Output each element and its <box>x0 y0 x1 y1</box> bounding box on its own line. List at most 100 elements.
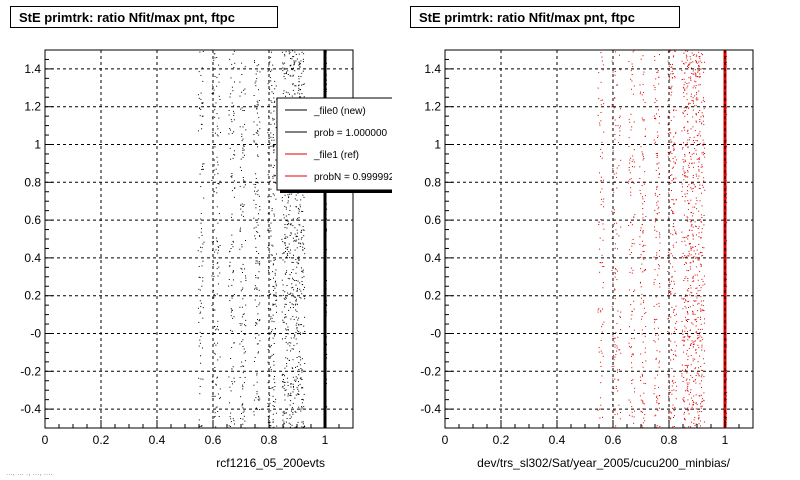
data-point <box>698 337 700 339</box>
data-point <box>287 358 289 360</box>
data-point <box>613 354 615 356</box>
data-point <box>628 167 630 168</box>
data-point <box>691 188 693 190</box>
data-point <box>620 108 621 110</box>
data-point <box>698 374 700 376</box>
data-point <box>694 416 696 418</box>
data-point <box>284 194 286 196</box>
data-point <box>630 304 632 306</box>
data-point <box>281 427 283 429</box>
data-point <box>696 54 698 56</box>
data-point <box>631 411 633 413</box>
data-point <box>688 63 690 65</box>
data-point <box>297 280 299 282</box>
data-point <box>290 350 291 352</box>
data-point <box>271 331 272 333</box>
data-point <box>292 84 294 86</box>
data-point <box>629 179 631 181</box>
data-point <box>694 379 696 381</box>
data-point <box>287 92 289 94</box>
data-point <box>258 320 260 322</box>
data-point <box>233 131 235 133</box>
data-point <box>703 275 705 277</box>
data-point <box>295 332 297 333</box>
data-point <box>283 388 285 390</box>
data-point <box>287 254 289 256</box>
data-point <box>703 153 705 155</box>
data-point <box>230 93 232 95</box>
data-point <box>244 184 246 186</box>
data-point <box>703 108 705 110</box>
data-point <box>667 60 669 62</box>
data-point <box>643 392 645 394</box>
data-point <box>629 271 631 273</box>
data-point <box>292 376 294 378</box>
data-point <box>684 81 686 83</box>
data-point <box>273 353 275 355</box>
data-point <box>201 115 203 117</box>
data-point <box>654 209 656 211</box>
data-point <box>200 378 202 380</box>
data-point <box>242 372 244 374</box>
data-point <box>695 349 697 351</box>
data-point <box>688 255 690 257</box>
data-point <box>688 300 690 302</box>
data-point <box>241 62 243 64</box>
data-point <box>702 309 704 311</box>
data-point <box>271 320 273 322</box>
data-point <box>259 128 261 130</box>
data-point <box>629 326 630 328</box>
data-point <box>228 376 230 378</box>
data-point <box>614 276 616 278</box>
data-point <box>242 384 244 386</box>
data-point <box>213 191 215 193</box>
data-point <box>690 128 692 130</box>
data-point <box>301 277 303 279</box>
data-point <box>687 389 689 391</box>
data-point <box>286 72 287 74</box>
data-point <box>271 317 273 319</box>
data-point <box>289 93 290 95</box>
data-point <box>228 110 230 111</box>
data-point <box>214 76 216 77</box>
data-point <box>703 180 704 182</box>
data-point <box>298 78 300 80</box>
data-point <box>694 340 696 342</box>
data-point <box>285 206 287 208</box>
data-point <box>692 70 694 72</box>
data-point <box>701 228 703 230</box>
data-point <box>696 331 697 333</box>
data-point <box>291 283 293 285</box>
data-point <box>217 161 219 163</box>
data-point <box>614 272 616 274</box>
data-point <box>291 287 293 289</box>
data-point <box>695 55 697 57</box>
data-point <box>258 334 260 336</box>
data-point <box>211 93 213 95</box>
data-point <box>696 97 698 99</box>
data-point <box>687 355 689 357</box>
data-point <box>603 228 605 230</box>
data-point <box>272 419 274 421</box>
data-point <box>692 281 694 282</box>
data-point <box>645 326 647 327</box>
data-point <box>272 386 274 388</box>
data-point <box>696 99 698 101</box>
data-point <box>671 276 673 278</box>
data-point <box>612 282 614 284</box>
data-point <box>640 353 642 355</box>
data-point <box>698 84 700 86</box>
data-point <box>301 407 303 409</box>
data-point <box>690 254 692 256</box>
data-point <box>285 336 287 338</box>
data-point <box>215 407 217 409</box>
data-point <box>671 85 673 87</box>
data-point <box>201 169 203 170</box>
data-point <box>700 237 702 239</box>
data-point <box>675 355 677 357</box>
data-point <box>241 244 243 246</box>
data-point <box>291 367 293 369</box>
data-point <box>274 382 276 384</box>
data-point <box>670 151 672 153</box>
data-point <box>692 175 694 176</box>
